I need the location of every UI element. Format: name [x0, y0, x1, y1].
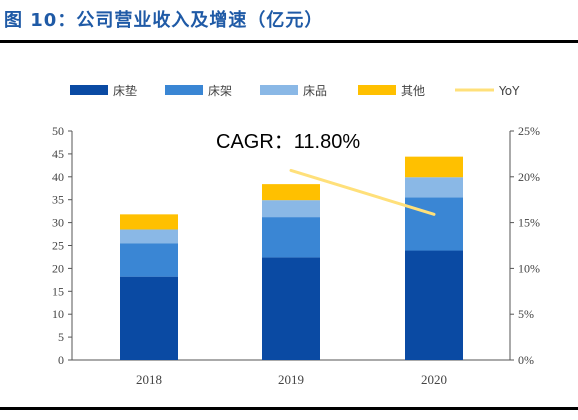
bottom-rule: [0, 407, 578, 410]
bar-2018-series-1: [120, 276, 178, 360]
yoy-line: [289, 168, 436, 216]
right-tick-label: 20%: [518, 170, 540, 184]
left-tick-label: 50: [52, 124, 64, 138]
bar-2019-series-2: [262, 217, 320, 258]
left-tick-label: 10: [52, 307, 64, 321]
legend-swatch-2: [165, 85, 203, 95]
bar-2019-series-3: [262, 200, 320, 218]
bar-2019-series-1: [262, 257, 320, 360]
left-tick-label: 15: [52, 284, 64, 298]
bar-2018-series-4: [120, 214, 178, 230]
left-tick-label: 25: [52, 239, 64, 253]
left-tick-label: 45: [52, 147, 64, 161]
left-tick-label: 20: [52, 261, 64, 275]
legend-label-1: 床垫: [113, 83, 137, 98]
cagr-annotation: CAGR：11.80%: [216, 131, 360, 153]
x-tick-label: 2019: [278, 372, 304, 387]
x-tick-label: 2018: [136, 372, 162, 387]
bar-2020-series-4: [405, 156, 463, 178]
right-tick-label: 15%: [518, 216, 540, 230]
legend-label-2: 床架: [208, 84, 232, 98]
legend: 床垫 床架 床品 其他 YoY: [70, 83, 520, 98]
bars: [120, 156, 463, 360]
top-rule: [0, 40, 578, 43]
bar-2019-series-4: [262, 184, 320, 201]
legend-swatch-1: [70, 85, 108, 95]
left-tick-label: 5: [58, 330, 64, 344]
legend-swatch-3: [260, 85, 298, 95]
right-tick-label: 25%: [518, 124, 540, 138]
bar-2018-series-3: [120, 229, 178, 244]
right-tick-label: 10%: [518, 261, 540, 275]
left-tick-label: 0: [58, 353, 64, 367]
legend-label-yoy: YoY: [498, 84, 520, 98]
legend-label-4: 其他: [401, 84, 425, 98]
left-tick-label: 40: [52, 170, 64, 184]
left-tick-label: 30: [52, 216, 64, 230]
figure-title: 图 10：公司营业收入及增速（亿元）: [4, 10, 324, 31]
legend-swatch-4: [358, 85, 396, 95]
legend-label-3: 床品: [303, 84, 327, 98]
bar-2018-series-2: [120, 243, 178, 277]
yoy-line-path: [289, 168, 436, 216]
bar-2020-series-2: [405, 197, 463, 251]
left-tick-label: 35: [52, 193, 64, 207]
bar-2020-series-1: [405, 250, 463, 360]
right-tick-label: 5%: [518, 307, 534, 321]
x-tick-label: 2020: [421, 372, 447, 387]
right-tick-label: 0%: [518, 353, 534, 367]
bar-2020-series-3: [405, 177, 463, 198]
